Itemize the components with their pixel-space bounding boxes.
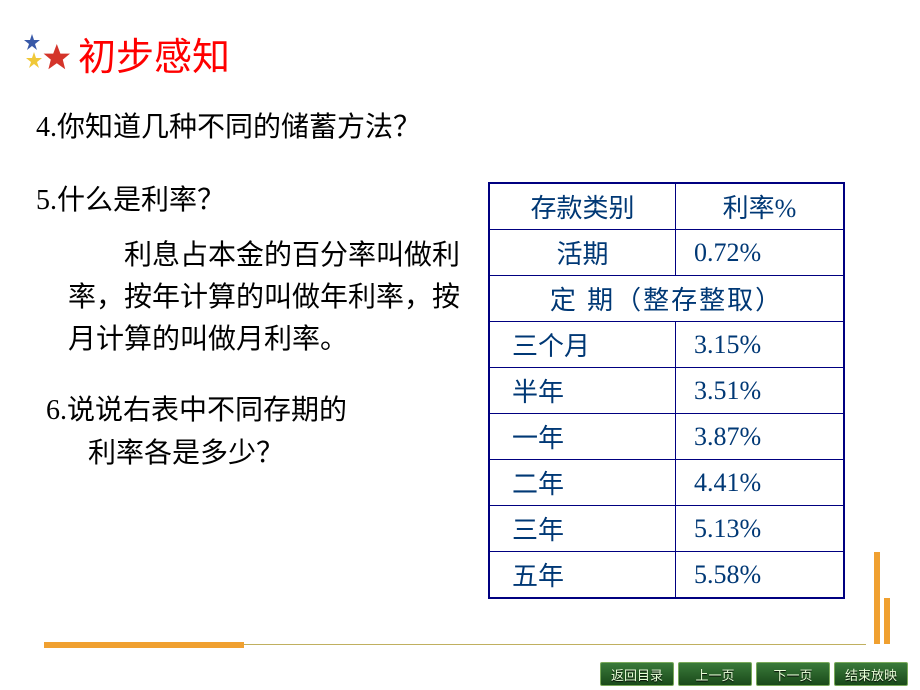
prev-page-button[interactable]: 上一页 [678,662,752,686]
table-header-row: 存款类别 利率% [490,184,844,230]
table-section-row: 定 期（整存整取） [490,276,844,322]
page-title: 初步感知 [78,26,230,81]
question-6-line1: 6.说说右表中不同存期的 [36,389,466,432]
content-body: 4.你知道几种不同的储蓄方法？ 5.什么是利率？ 利息占本金的百分率叫做利率，按… [36,106,466,476]
table-row: 三个月 3.15% [490,322,844,368]
cell-rate: 5.58% [676,552,844,598]
table-row: 半年 3.51% [490,368,844,414]
table-row: 五年 5.58% [490,552,844,598]
question-5: 5.什么是利率？ [36,179,466,222]
question-6-line2: 利率各是多少？ [36,432,466,475]
cell-type: 二年 [490,460,676,506]
question-4: 4.你知道几种不同的储蓄方法？ [36,106,466,149]
cell-type: 半年 [490,368,676,414]
cell-rate: 5.13% [676,506,844,552]
rate-explanation: 利息占本金的百分率叫做利率，按年计算的叫做年利率，按月计算的叫做月利率。 [36,235,466,361]
cell-type: 三个月 [490,322,676,368]
next-page-button[interactable]: 下一页 [756,662,830,686]
cell-rate: 3.15% [676,322,844,368]
cell-type: 五年 [490,552,676,598]
header-type: 存款类别 [490,184,676,230]
back-to-toc-button[interactable]: 返回目录 [600,662,674,686]
cell-rate: 4.41% [676,460,844,506]
cell-type: 三年 [490,506,676,552]
section-header: 定 期（整存整取） [490,276,844,322]
cell-type: 活期 [490,230,676,276]
table-row: 一年 3.87% [490,414,844,460]
cell-rate: 3.87% [676,414,844,460]
decor-footer-line [0,644,920,648]
end-show-button[interactable]: 结束放映 [834,662,908,686]
stars-icon [22,26,76,80]
table-row: 活期 0.72% [490,230,844,276]
table-row: 二年 4.41% [490,460,844,506]
table-row: 三年 5.13% [490,506,844,552]
cell-rate: 3.51% [676,368,844,414]
nav-bar: 返回目录 上一页 下一页 结束放映 [600,662,908,686]
header-rate: 利率% [676,184,844,230]
decor-right-accent [874,552,880,644]
cell-rate: 0.72% [676,230,844,276]
interest-rate-table: 存款类别 利率% 活期 0.72% 定 期（整存整取） 三个月 3.15% 半年… [488,182,845,599]
cell-type: 一年 [490,414,676,460]
